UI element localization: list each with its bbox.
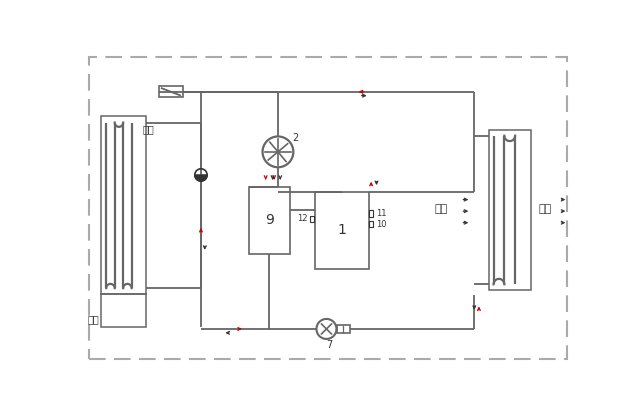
Text: 7: 7 [326,340,333,350]
Bar [159,87,183,97]
Bar [489,130,531,290]
Bar [369,221,373,227]
Text: 10: 10 [376,220,387,229]
Text: 出风: 出风 [538,204,551,214]
Text: 进风: 进风 [434,204,447,214]
Bar [101,117,145,294]
Bar [369,211,373,217]
Text: 出水: 出水 [88,314,99,324]
Bar [101,294,145,327]
Bar [337,325,349,333]
Text: 11: 11 [376,209,387,218]
Polygon shape [195,175,207,181]
Text: 进水: 进水 [143,124,154,134]
Bar [310,216,314,222]
Text: 12: 12 [297,214,307,223]
Text: 2: 2 [292,133,298,143]
Bar [250,187,289,254]
Text: 1: 1 [337,223,346,237]
Bar [315,192,369,269]
Text: 9: 9 [265,213,274,227]
